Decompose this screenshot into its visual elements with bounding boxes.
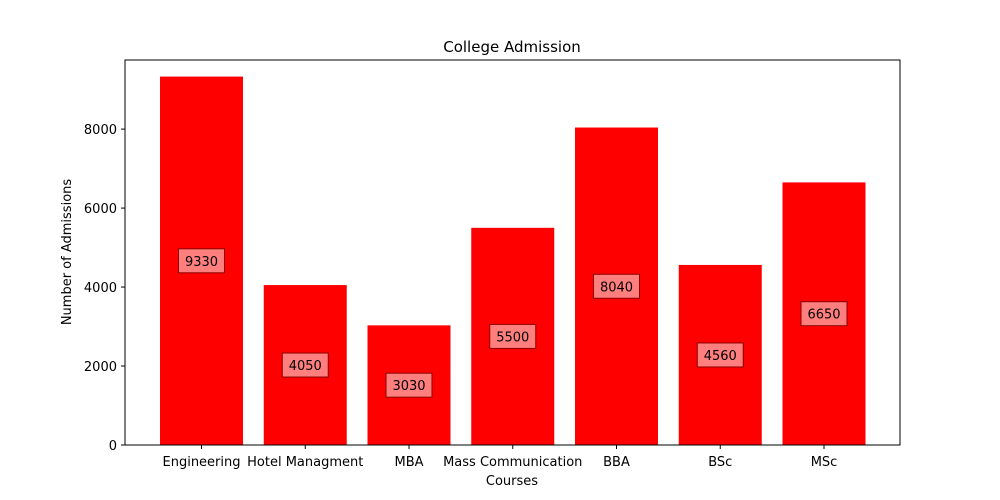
x-axis-label: Courses (486, 474, 538, 489)
x-tick-label: BSc (708, 455, 732, 470)
data-label: 5500 (496, 330, 529, 345)
data-label: 4050 (289, 359, 322, 374)
data-label-box (696, 342, 744, 368)
x-tick-label: Mass Communication (443, 455, 582, 470)
data-label-box (178, 248, 225, 274)
y-axis-label: Number of Admissions (60, 179, 75, 326)
data-label: 9330 (185, 255, 218, 270)
x-tick-label: BBA (603, 455, 630, 470)
data-label-box (593, 273, 640, 299)
x-tick-label: Hotel Managment (247, 455, 363, 470)
y-tick-label: 0 (109, 439, 117, 454)
bars-group (160, 76, 866, 446)
y-tick-label: 2000 (84, 360, 117, 375)
y-axis: 0 2000 4000 6000 8000 (84, 123, 125, 454)
data-label: 6650 (807, 308, 840, 323)
data-label-box (385, 372, 433, 398)
data-label: 4560 (704, 349, 737, 364)
bar-labels-group: 9330 4050 3030 5500 8040 4560 6650 (178, 248, 848, 398)
x-axis: Engineering Hotel Managment MBA Mass Commun… (163, 445, 838, 470)
data-label-box (489, 323, 537, 349)
y-tick-label: 6000 (84, 202, 117, 217)
data-label: 3030 (392, 379, 425, 394)
x-tick-label: MBA (394, 455, 423, 470)
data-label: 8040 (600, 280, 633, 295)
x-tick-label: Engineering (163, 455, 241, 470)
data-label-box (800, 301, 848, 327)
chart-title: College Admission (443, 38, 581, 56)
x-tick-label: MSc (811, 455, 838, 470)
data-label-box (281, 352, 329, 378)
y-tick-label: 8000 (84, 123, 117, 138)
y-tick-label: 4000 (84, 281, 117, 296)
